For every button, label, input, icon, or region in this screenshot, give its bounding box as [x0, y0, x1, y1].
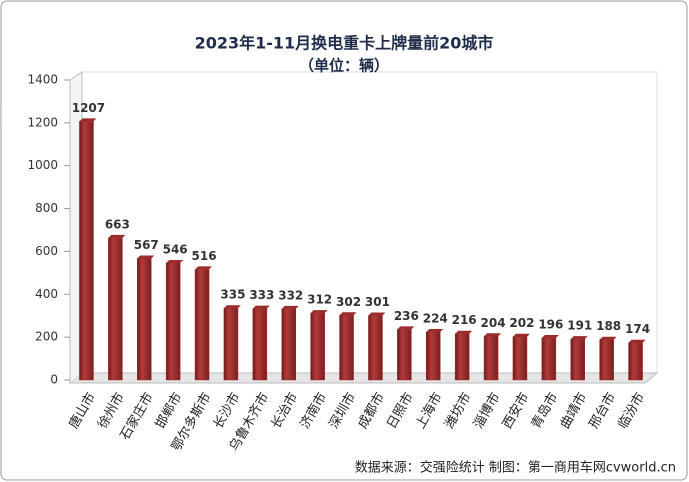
- value-label: 312: [307, 293, 332, 307]
- bar: [599, 339, 614, 381]
- value-label: 567: [134, 238, 159, 252]
- bar-top: [628, 339, 646, 343]
- bar: [194, 269, 210, 381]
- bar: [570, 338, 585, 381]
- value-label: 174: [625, 322, 650, 336]
- bar-top: [512, 333, 530, 337]
- value-label: 516: [192, 249, 217, 263]
- bar-top: [195, 266, 213, 270]
- bar-top: [108, 234, 126, 238]
- bar-top: [339, 312, 357, 316]
- value-label: 236: [394, 309, 419, 323]
- bar-top: [79, 118, 97, 122]
- bar-top: [397, 326, 415, 330]
- source-note: 数据来源：交强险统计 制图：第一商用车网cvworld.cn: [355, 460, 676, 476]
- bar: [252, 308, 268, 381]
- y-tick-label: 400: [35, 287, 58, 301]
- y-tick-label: 800: [35, 201, 58, 215]
- bar-top: [455, 330, 473, 334]
- chart-subtitle: （单位：辆）: [299, 57, 389, 75]
- bar-top: [426, 329, 444, 332]
- bar: [223, 307, 239, 381]
- y-tick-label: 1200: [27, 115, 58, 129]
- bar: [137, 258, 152, 381]
- bar: [454, 333, 470, 381]
- bar: [310, 312, 325, 381]
- bar-top: [137, 255, 155, 259]
- value-label: 1207: [72, 101, 105, 115]
- value-label: 335: [220, 288, 245, 302]
- bar: [483, 336, 499, 381]
- y-tick-label: 1400: [27, 73, 58, 87]
- value-label: 204: [481, 316, 506, 330]
- value-label: 202: [509, 316, 534, 330]
- bar-top: [281, 305, 299, 309]
- bar-top: [599, 336, 617, 340]
- bar: [79, 121, 94, 381]
- bar: [339, 315, 354, 381]
- value-label: 302: [336, 295, 361, 309]
- chart-title: 2023年1-11月换电重卡上牌量前20城市: [195, 34, 494, 53]
- floor: [68, 372, 659, 384]
- value-label: 191: [567, 319, 592, 333]
- y-tick-label: 200: [35, 330, 58, 344]
- value-label: 224: [423, 312, 448, 326]
- y-tick-label: 1000: [27, 158, 58, 172]
- bar: [512, 336, 528, 381]
- value-label: 333: [249, 288, 274, 302]
- y-tick-label: 600: [35, 244, 58, 258]
- value-label: 188: [596, 319, 621, 333]
- bar-top: [310, 310, 328, 314]
- bar: [426, 331, 441, 381]
- value-label: 301: [365, 295, 390, 309]
- value-label: 216: [452, 313, 477, 327]
- bar-top: [368, 312, 386, 316]
- bar: [165, 262, 181, 381]
- bar: [397, 329, 412, 381]
- bar: [541, 337, 557, 381]
- bar: [368, 315, 383, 381]
- bar-top: [541, 335, 559, 338]
- bar-top: [252, 305, 270, 309]
- value-label: 332: [278, 288, 303, 302]
- value-label: 663: [105, 217, 130, 231]
- bar: [628, 342, 643, 381]
- value-label: 546: [163, 243, 188, 257]
- bar-top: [484, 333, 502, 337]
- value-label: 196: [538, 318, 563, 332]
- bar-top: [570, 336, 588, 340]
- bar: [108, 237, 123, 381]
- bar-top: [166, 260, 184, 263]
- y-tick-label: 0: [50, 373, 58, 387]
- bar: [281, 308, 296, 381]
- bar-top: [223, 305, 241, 309]
